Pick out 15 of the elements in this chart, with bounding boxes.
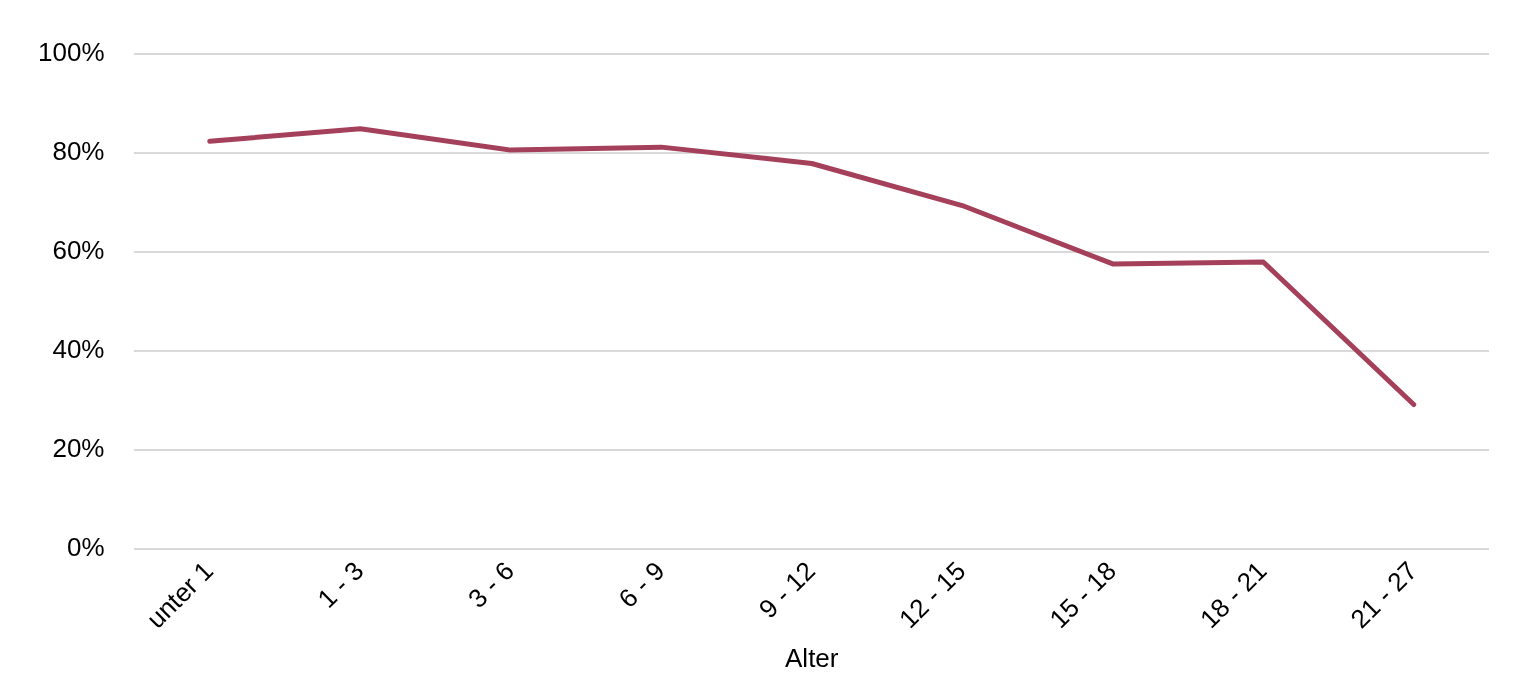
x-tick-label: 9 - 12 [752, 555, 822, 624]
y-tick-label: 20% [52, 432, 105, 463]
x-tick-label: 6 - 9 [612, 555, 671, 614]
y-tick-label: 60% [52, 234, 105, 265]
x-tick-label: 12 - 15 [893, 555, 972, 635]
y-tick-label: 40% [52, 333, 105, 364]
x-axis-title: Alter [785, 642, 839, 673]
x-tick-label: 1 - 3 [311, 555, 370, 614]
y-tick-label: 80% [52, 135, 105, 166]
y-tick-label: 100% [38, 36, 105, 67]
x-tick-label: 15 - 18 [1043, 555, 1123, 635]
x-tick-label: 3 - 6 [462, 555, 521, 614]
x-tick-label: 18 - 21 [1194, 555, 1273, 635]
x-tick-label: 21 - 27 [1344, 555, 1424, 635]
y-tick-label: 0% [66, 531, 105, 562]
